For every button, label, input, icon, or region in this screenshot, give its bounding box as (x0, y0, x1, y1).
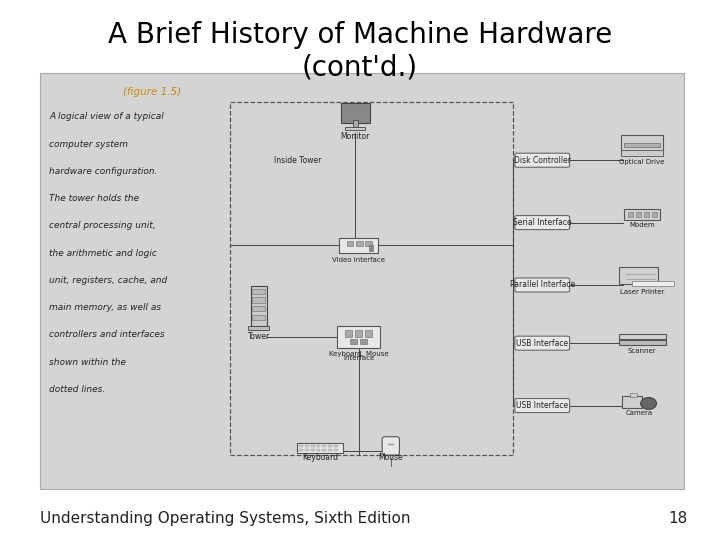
Bar (323, 445, 326, 447)
FancyBboxPatch shape (515, 399, 570, 413)
Bar (252, 298, 265, 303)
Bar (323, 449, 326, 451)
Text: Monitor: Monitor (341, 132, 370, 141)
Bar (618, 340, 665, 345)
Text: Parallel Interface: Parallel Interface (510, 280, 575, 289)
Bar (230, 102, 513, 455)
FancyBboxPatch shape (515, 336, 570, 350)
Bar (300, 449, 303, 451)
Text: Serial Interface: Serial Interface (513, 218, 572, 227)
Bar (365, 330, 372, 337)
Bar (347, 241, 354, 246)
Bar (346, 126, 366, 130)
Bar (311, 445, 315, 447)
Bar (252, 306, 265, 312)
Text: USB Interface: USB Interface (516, 401, 568, 410)
Bar (334, 449, 338, 451)
FancyBboxPatch shape (515, 215, 570, 230)
Bar (628, 212, 633, 217)
Bar (317, 445, 320, 447)
Bar (339, 238, 379, 253)
Bar (328, 445, 332, 447)
Bar (252, 289, 265, 294)
Bar (252, 315, 265, 320)
Text: hardware configuration.: hardware configuration. (49, 167, 158, 176)
Text: shown within the: shown within the (49, 357, 126, 367)
Text: 18: 18 (668, 511, 688, 526)
Text: Disk Controller: Disk Controller (514, 156, 571, 165)
Bar (356, 241, 363, 246)
FancyBboxPatch shape (515, 153, 570, 167)
Text: Optical Drive: Optical Drive (619, 159, 665, 165)
Bar (636, 212, 641, 217)
Bar (621, 396, 642, 408)
Text: controllers and interfaces: controllers and interfaces (49, 330, 165, 339)
Bar (621, 135, 663, 156)
Text: The tower holds the: The tower holds the (49, 194, 139, 203)
Circle shape (641, 397, 657, 409)
Bar (644, 212, 649, 217)
Text: the arithmetic and logic: the arithmetic and logic (49, 248, 157, 258)
Bar (369, 245, 373, 252)
Bar (345, 330, 352, 337)
Bar (366, 241, 372, 246)
Text: Tower: Tower (248, 332, 270, 341)
Bar (300, 445, 303, 447)
Bar (360, 339, 367, 344)
Text: central processing unit,: central processing unit, (49, 221, 156, 231)
Text: A Brief History of Machine Hardware: A Brief History of Machine Hardware (108, 21, 612, 49)
FancyBboxPatch shape (382, 437, 400, 455)
Bar (618, 334, 665, 339)
Bar (354, 120, 358, 126)
Text: dotted lines.: dotted lines. (49, 384, 106, 394)
Text: Mouse: Mouse (379, 453, 403, 462)
Bar (621, 150, 663, 157)
Bar (652, 212, 657, 217)
Bar (305, 445, 309, 447)
Bar (334, 445, 338, 447)
Bar (328, 449, 332, 451)
Text: Scanner: Scanner (628, 348, 657, 354)
Bar (355, 330, 362, 337)
Bar (618, 267, 658, 284)
Text: Interface: Interface (343, 355, 374, 361)
Text: Modem: Modem (629, 222, 655, 228)
Text: Understanding Operating Systems, Sixth Edition: Understanding Operating Systems, Sixth E… (40, 511, 410, 526)
Bar (629, 394, 636, 397)
Text: Keyboard: Keyboard (302, 453, 338, 462)
Bar (317, 449, 320, 451)
Bar (248, 326, 269, 330)
Bar (311, 449, 315, 451)
Text: (cont'd.): (cont'd.) (302, 53, 418, 82)
Bar (251, 286, 266, 326)
Bar (632, 281, 674, 286)
Text: (figure 1.5): (figure 1.5) (123, 86, 181, 97)
Bar (40, 73, 684, 489)
FancyBboxPatch shape (515, 278, 570, 292)
Bar (337, 326, 380, 348)
Bar (624, 209, 660, 220)
Bar (341, 103, 370, 123)
Text: unit, registers, cache, and: unit, registers, cache, and (49, 276, 168, 285)
Text: Video Interface: Video Interface (332, 257, 385, 263)
Bar (305, 449, 309, 451)
Text: Inside Tower: Inside Tower (274, 156, 321, 165)
Bar (388, 444, 394, 445)
Text: main memory, as well as: main memory, as well as (49, 303, 161, 312)
Text: Laser Printer: Laser Printer (620, 289, 665, 295)
Bar (350, 339, 357, 344)
Bar (624, 143, 660, 147)
Text: Keyboard, Mouse: Keyboard, Mouse (329, 351, 388, 357)
Text: Camera: Camera (626, 410, 652, 416)
Text: USB Interface: USB Interface (516, 339, 568, 348)
Bar (297, 443, 343, 453)
Text: computer system: computer system (49, 140, 128, 149)
Text: A logical view of a typical: A logical view of a typical (49, 112, 164, 122)
